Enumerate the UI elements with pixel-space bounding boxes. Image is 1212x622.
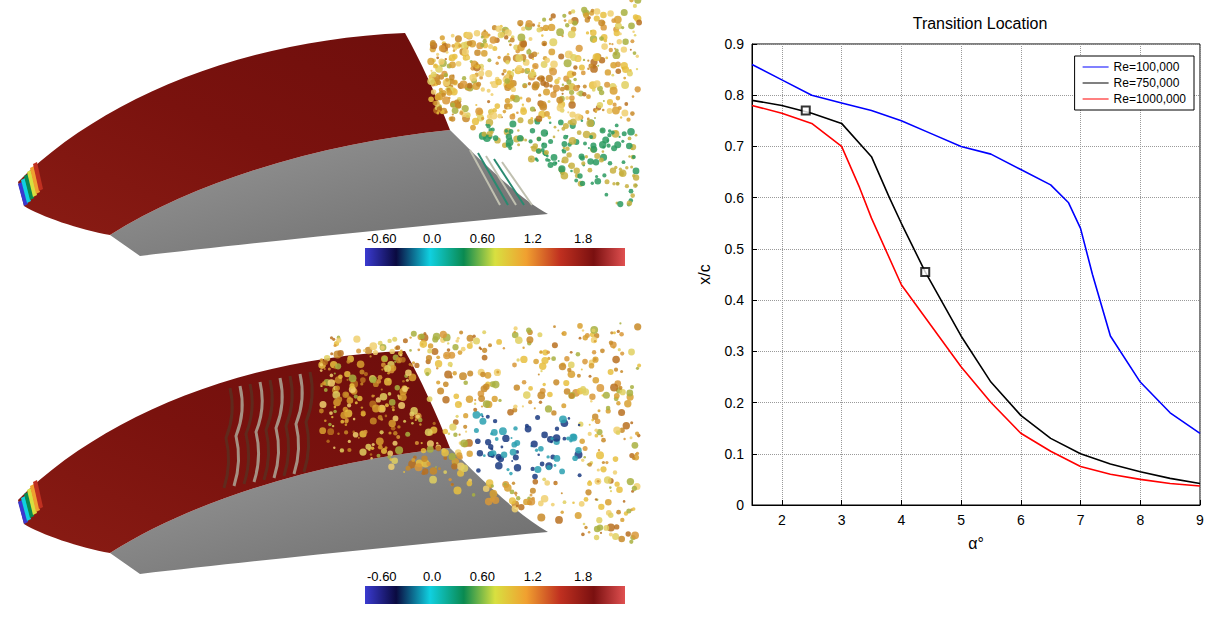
svg-text:0.3: 0.3 bbox=[725, 343, 745, 359]
svg-text:Transition Location: Transition Location bbox=[913, 15, 1048, 32]
svg-text:-0.60: -0.60 bbox=[367, 569, 397, 584]
svg-text:0.2: 0.2 bbox=[725, 395, 745, 411]
svg-text:8: 8 bbox=[1136, 512, 1144, 528]
svg-text:7: 7 bbox=[1077, 512, 1085, 528]
svg-text:1.8: 1.8 bbox=[574, 569, 592, 584]
svg-text:1.2: 1.2 bbox=[524, 231, 542, 246]
svg-text:Re=100,000: Re=100,000 bbox=[1114, 60, 1180, 74]
svg-text:4: 4 bbox=[897, 512, 905, 528]
svg-text:0.7: 0.7 bbox=[725, 138, 745, 154]
svg-text:6: 6 bbox=[1017, 512, 1025, 528]
svg-text:0.1: 0.1 bbox=[725, 446, 745, 462]
svg-text:x/c: x/c bbox=[696, 264, 713, 284]
svg-text:α°: α° bbox=[968, 535, 984, 552]
svg-text:9: 9 bbox=[1196, 512, 1204, 528]
svg-text:2: 2 bbox=[778, 512, 786, 528]
svg-text:0.4: 0.4 bbox=[725, 292, 745, 308]
svg-text:-0.60: -0.60 bbox=[367, 231, 397, 246]
svg-text:0.0: 0.0 bbox=[423, 569, 441, 584]
svg-text:0.9: 0.9 bbox=[725, 36, 745, 52]
svg-text:0.60: 0.60 bbox=[470, 569, 495, 584]
svg-text:3: 3 bbox=[838, 512, 846, 528]
svg-text:0: 0 bbox=[736, 497, 744, 513]
svg-text:5: 5 bbox=[957, 512, 965, 528]
svg-text:0.0: 0.0 bbox=[423, 231, 441, 246]
svg-text:Re=1000,000: Re=1000,000 bbox=[1114, 92, 1187, 106]
svg-text:1.8: 1.8 bbox=[574, 231, 592, 246]
svg-text:Re=750,000: Re=750,000 bbox=[1114, 76, 1180, 90]
svg-text:0.5: 0.5 bbox=[725, 241, 745, 257]
svg-text:0.6: 0.6 bbox=[725, 190, 745, 206]
svg-text:0.8: 0.8 bbox=[725, 87, 745, 103]
svg-text:1.2: 1.2 bbox=[524, 569, 542, 584]
svg-text:0.60: 0.60 bbox=[470, 231, 495, 246]
